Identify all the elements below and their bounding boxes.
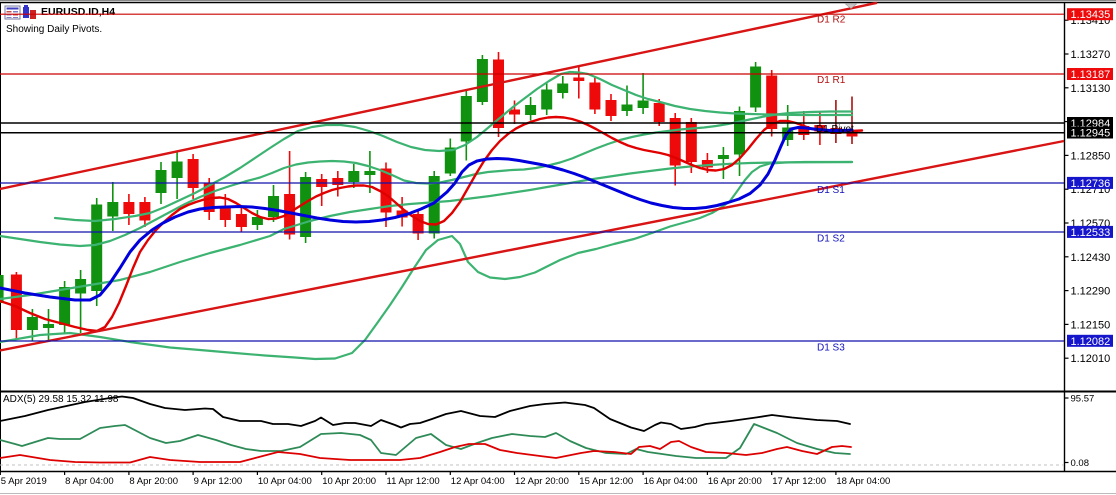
svg-text:1.12533: 1.12533: [1071, 227, 1111, 239]
svg-text:12 Apr 04:00: 12 Apr 04:00: [451, 476, 505, 487]
svg-text:D1 R1: D1 R1: [817, 75, 846, 86]
svg-text:11 Apr 12:00: 11 Apr 12:00: [387, 476, 440, 487]
svg-text:1.13270: 1.13270: [1071, 49, 1111, 61]
svg-text:D1 Pivot: D1 Pivot: [816, 124, 854, 135]
svg-text:0.08: 0.08: [1071, 458, 1090, 469]
svg-text:15 Apr 12:00: 15 Apr 12:00: [579, 476, 633, 487]
svg-text:17 Apr 12:00: 17 Apr 12:00: [772, 476, 826, 487]
svg-text:1.12082: 1.12082: [1071, 336, 1111, 348]
svg-text:12 Apr 20:00: 12 Apr 20:00: [515, 476, 569, 487]
svg-text:1.13130: 1.13130: [1071, 83, 1111, 95]
svg-text:D1 R2: D1 R2: [817, 15, 846, 26]
svg-text:16 Apr 04:00: 16 Apr 04:00: [644, 476, 698, 487]
svg-text:1.12736: 1.12736: [1071, 178, 1111, 190]
svg-text:1.12850: 1.12850: [1071, 150, 1111, 162]
svg-text:1.13435: 1.13435: [1071, 9, 1111, 21]
svg-text:95.57: 95.57: [1071, 394, 1095, 405]
svg-text:1.12150: 1.12150: [1071, 319, 1111, 331]
svg-text:8 Apr 04:00: 8 Apr 04:00: [65, 476, 114, 487]
svg-text:1.12945: 1.12945: [1071, 128, 1111, 140]
svg-text:9 Apr 12:00: 9 Apr 12:00: [194, 476, 243, 487]
svg-text:Showing Daily Pivots.: Showing Daily Pivots.: [6, 24, 102, 35]
svg-text:16 Apr 20:00: 16 Apr 20:00: [708, 476, 762, 487]
svg-text:1.13187: 1.13187: [1071, 69, 1111, 81]
svg-text:D1 S2: D1 S2: [817, 234, 845, 245]
svg-text:ADX(5) 29.58 15.32 11.98: ADX(5) 29.58 15.32 11.98: [3, 394, 119, 405]
svg-text:D1 S1: D1 S1: [817, 185, 845, 196]
svg-text:18 Apr 04:00: 18 Apr 04:00: [836, 476, 890, 487]
svg-text:1.12430: 1.12430: [1071, 252, 1111, 264]
svg-text:D1 S3: D1 S3: [817, 343, 845, 354]
svg-text:EURUSD.ID,H4: EURUSD.ID,H4: [41, 6, 115, 18]
svg-text:10 Apr 04:00: 10 Apr 04:00: [258, 476, 312, 487]
svg-text:5 Apr 2019: 5 Apr 2019: [1, 476, 47, 487]
svg-text:10 Apr 20:00: 10 Apr 20:00: [322, 476, 376, 487]
svg-text:8 Apr 20:00: 8 Apr 20:00: [129, 476, 178, 487]
svg-text:1.12290: 1.12290: [1071, 286, 1111, 298]
svg-text:1.12010: 1.12010: [1071, 353, 1111, 365]
